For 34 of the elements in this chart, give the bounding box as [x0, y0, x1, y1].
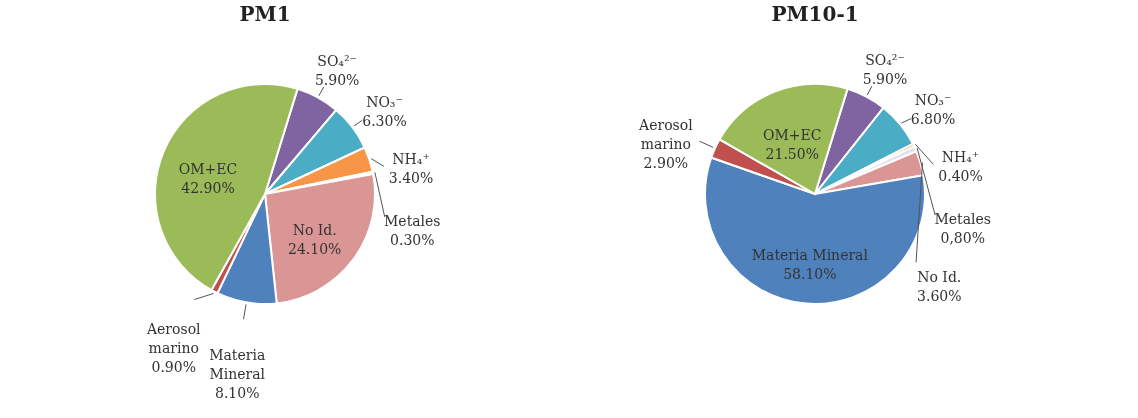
- slice-label: SO₄²⁻: [865, 52, 905, 69]
- data-label: 0.90%: [151, 359, 196, 376]
- data-label: 0,80%: [940, 230, 985, 247]
- data-label: 5.90%: [862, 71, 908, 88]
- data-label: 21.50%: [765, 146, 819, 163]
- data-label: 6.30%: [362, 113, 407, 130]
- slice-label: Aerosol marino: [638, 116, 694, 152]
- slice-label: Materia Mineral: [209, 346, 266, 382]
- data-label: 24.10%: [288, 241, 342, 258]
- slice-label: OM+EC: [178, 160, 238, 177]
- data-label: 6.80%: [910, 111, 956, 128]
- data-label: 58.10%: [783, 265, 837, 282]
- slice-label: NO₃⁻: [914, 92, 952, 109]
- slice-label: No Id.: [917, 269, 962, 286]
- data-label: 0.40%: [938, 167, 983, 184]
- slice-label: No Id.: [292, 222, 337, 239]
- slice-label: NH₄⁺: [392, 150, 430, 167]
- data-label: 0.30%: [390, 232, 435, 249]
- slice-label: Aerosol marino: [145, 321, 202, 357]
- chart-title: PM10-1: [771, 2, 859, 26]
- data-label: 42.90%: [181, 179, 235, 196]
- chart-title: PM1: [239, 2, 291, 26]
- data-label: 2.90%: [643, 154, 689, 171]
- data-label: 5.90%: [314, 72, 360, 89]
- data-label: 3.40%: [388, 169, 434, 186]
- slice-label: OM+EC: [763, 127, 822, 144]
- slice-label: NO₃⁻: [366, 94, 403, 111]
- data-label: 3.60%: [917, 288, 962, 305]
- slice-label: Metales: [384, 213, 441, 230]
- data-label: 8.10%: [215, 384, 260, 401]
- slice-label: Metales: [934, 211, 991, 228]
- slice-label: Materia Mineral: [751, 246, 869, 263]
- slice-label: SO₄²⁻: [317, 53, 357, 70]
- slice-label: NH₄⁺: [941, 148, 980, 165]
